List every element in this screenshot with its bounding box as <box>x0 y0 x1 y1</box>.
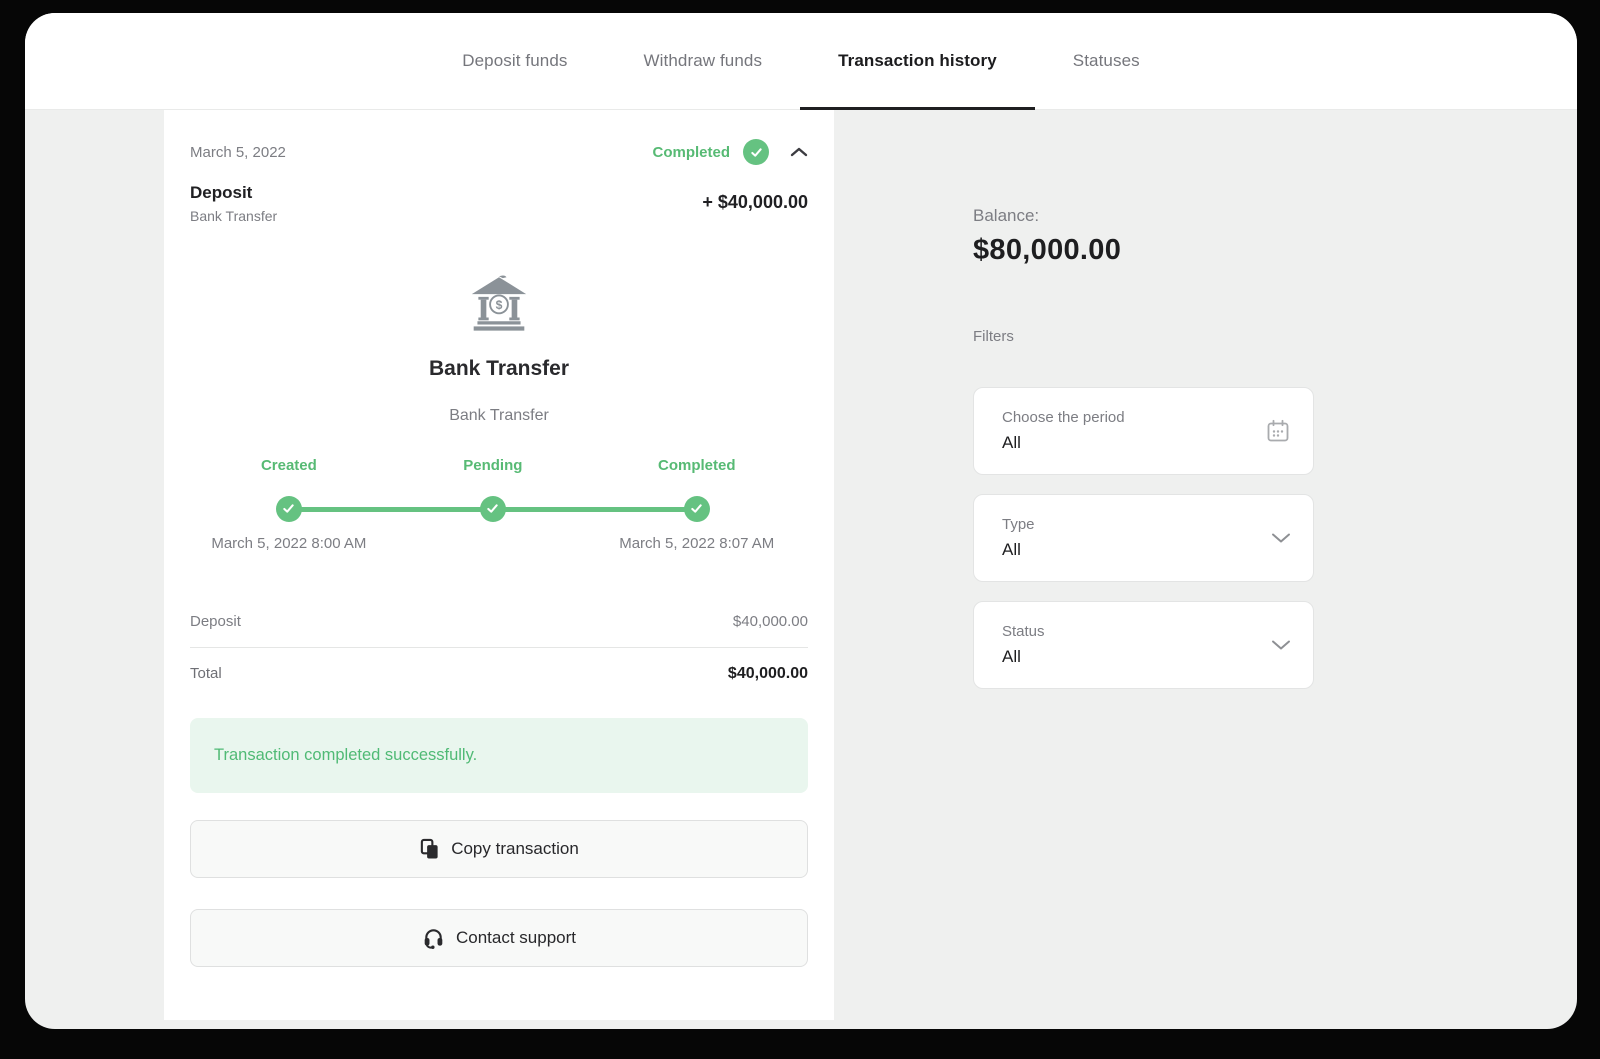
transaction-amount: + $40,000.00 <box>702 192 808 213</box>
svg-text:$: $ <box>496 298 503 312</box>
summary-row: Deposit $40,000.00 <box>190 613 808 630</box>
timeline-end-time: March 5, 2022 8:07 AM <box>619 534 775 552</box>
balance-value: $80,000.00 <box>973 234 1122 266</box>
contact-support-button[interactable]: Contact support <box>190 908 808 967</box>
timeline-check-icon <box>479 495 506 522</box>
timeline-step-pending: Pending <box>463 456 523 474</box>
status-filter-value: All <box>1002 647 1021 666</box>
copy-transaction-label: Copy transaction <box>451 838 579 858</box>
copy-icon <box>419 838 440 860</box>
amount-row: Deposit Bank Transfer + $40,000.00 <box>190 182 808 224</box>
chevron-up-icon[interactable] <box>790 146 808 158</box>
summary-row-value: $40,000.00 <box>732 612 808 630</box>
timeline-step-created: Created <box>260 456 317 474</box>
total-label: Total <box>190 665 222 683</box>
status-filter[interactable]: Status All <box>973 601 1314 689</box>
calendar-icon <box>1265 418 1291 444</box>
transaction-date: March 5, 2022 <box>190 143 286 161</box>
tab-deposit-funds[interactable]: Deposit funds <box>462 51 568 70</box>
chevron-down-icon <box>1271 639 1291 651</box>
tab-statuses[interactable]: Statuses <box>1072 51 1140 70</box>
tab-withdraw-funds[interactable]: Withdraw funds <box>643 51 763 70</box>
copy-transaction-button[interactable]: Copy transaction <box>190 819 808 878</box>
status-filter-label: Status <box>1002 623 1045 640</box>
transaction-card: March 5, 2022 Completed <box>164 110 834 1020</box>
contact-support-label: Contact support <box>455 927 576 947</box>
chevron-down-icon <box>1271 532 1291 544</box>
type-filter[interactable]: Type All <box>973 494 1314 582</box>
filters-label: Filters <box>973 328 1014 345</box>
headset-icon <box>422 926 445 950</box>
balance-label: Balance: <box>973 206 1040 225</box>
transaction-card-header: March 5, 2022 Completed <box>190 139 808 165</box>
period-filter-value: All <box>1002 433 1021 452</box>
status-label: Completed <box>652 143 730 161</box>
transaction-type: Deposit <box>190 183 253 202</box>
bank-icon: $ <box>469 274 529 331</box>
left-gutter <box>25 110 164 1029</box>
timeline-check-icon <box>683 495 710 522</box>
total-row: Total $40,000.00 <box>190 665 808 683</box>
content-area: March 5, 2022 Completed <box>25 110 1577 1029</box>
status-timeline: Created Pending Completed <box>190 457 808 587</box>
transaction-method: Bank Transfer <box>190 207 278 224</box>
tab-bar: Deposit funds Withdraw funds Transaction… <box>25 13 1577 110</box>
app-window: Deposit funds Withdraw funds Transaction… <box>25 13 1577 1029</box>
total-value: $40,000.00 <box>727 664 808 682</box>
type-filter-label: Type <box>1002 516 1035 533</box>
filters-panel: Balance: $80,000.00 Filters Choose the p… <box>834 110 1577 1029</box>
status-check-icon <box>743 139 769 165</box>
period-filter-label: Choose the period <box>1002 409 1125 426</box>
divider <box>190 646 808 648</box>
type-filter-value: All <box>1002 540 1021 559</box>
tab-transaction-history[interactable]: Transaction history <box>800 13 1035 110</box>
summary-row-label: Deposit <box>190 612 241 630</box>
timeline-step-completed: Completed <box>657 456 736 474</box>
timeline-start-time: March 5, 2022 8:00 AM <box>211 534 367 552</box>
method-title: Bank Transfer <box>428 356 570 380</box>
period-filter[interactable]: Choose the period All <box>973 387 1314 475</box>
success-banner: Transaction completed successfully. <box>190 717 808 793</box>
timeline-check-icon <box>275 495 302 522</box>
method-subtitle: Bank Transfer <box>449 406 549 424</box>
